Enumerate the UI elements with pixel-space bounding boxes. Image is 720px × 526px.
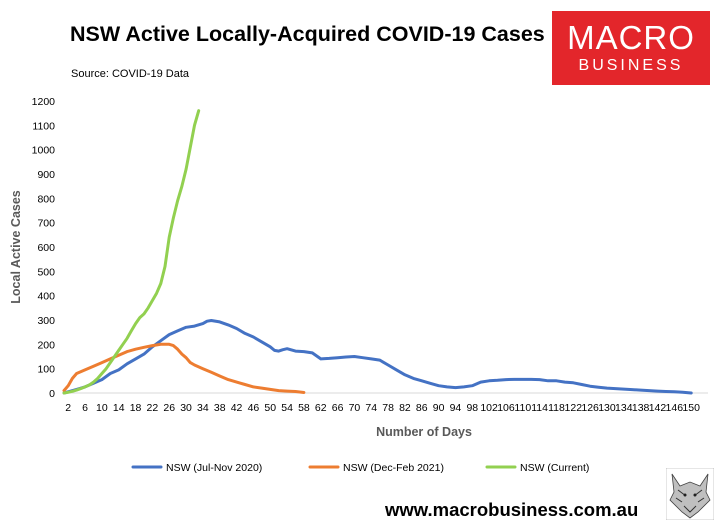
series-line-1 [62, 319, 693, 395]
y-tick-label: 0 [49, 388, 55, 400]
y-tick-label: 900 [37, 169, 55, 181]
series-line-2 [62, 342, 306, 394]
y-tick-label: 500 [37, 266, 55, 278]
x-axis-title: Number of Days [376, 425, 472, 439]
logo-line-1: MACRO [567, 19, 695, 56]
x-tick-label: 18 [130, 402, 142, 414]
chart-title: NSW Active Locally-Acquired COVID-19 Cas… [70, 22, 545, 46]
x-tick-label: 98 [466, 402, 478, 414]
x-tick-label: 46 [248, 402, 260, 414]
x-tick-label: 82 [399, 402, 411, 414]
x-tick-label: 42 [231, 402, 243, 414]
macrobusiness-logo: MACRO BUSINESS [552, 11, 710, 85]
y-tick-label: 800 [37, 193, 55, 205]
y-tick-label: 1000 [32, 145, 56, 157]
x-tick-label: 94 [450, 402, 462, 414]
x-tick-label: 22 [147, 402, 159, 414]
x-tick-label: 126 [581, 402, 599, 414]
x-tick-label: 66 [332, 402, 344, 414]
series-line-3 [62, 109, 201, 395]
x-tick-label: 54 [281, 402, 293, 414]
legend-label-2: NSW (Dec-Feb 2021) [343, 462, 444, 474]
x-axis-ticks: 2 6 10 14 18 22 26 30 34 38 42 46 50 54 58 62 66 70 74 78 82… [65, 402, 700, 414]
x-tick-label: 62 [315, 402, 327, 414]
x-tick-label: 134 [615, 402, 633, 414]
x-tick-label: 110 [514, 402, 531, 414]
x-tick-label: 90 [433, 402, 445, 414]
x-tick-label: 10 [96, 402, 108, 414]
legend-label-3: NSW (Current) [520, 462, 589, 474]
x-tick-label: 142 [649, 402, 667, 414]
y-tick-label: 1100 [32, 120, 55, 132]
x-tick-label: 106 [497, 402, 515, 414]
y-tick-label: 700 [37, 218, 55, 230]
y-tick-label: 200 [37, 339, 55, 351]
x-tick-label: 2 [65, 402, 71, 414]
y-axis-ticks: 0 100 200 300 400 500 600 700 800 900 1000 1100 1200 [32, 96, 56, 400]
website-url: www.macrobusiness.com.au [385, 499, 639, 520]
x-tick-label: 150 [682, 402, 700, 414]
y-axis-title: Local Active Cases [9, 190, 23, 304]
y-tick-label: 600 [37, 242, 55, 254]
y-tick-label: 300 [37, 315, 55, 327]
x-tick-label: 130 [598, 402, 616, 414]
x-tick-label: 38 [214, 402, 226, 414]
series-lines [62, 109, 693, 395]
y-tick-label: 400 [37, 291, 55, 303]
x-tick-label: 34 [197, 402, 209, 414]
x-tick-label: 14 [113, 402, 125, 414]
wolf-logo-icon [666, 468, 714, 520]
x-tick-label: 58 [298, 402, 310, 414]
x-tick-label: 50 [264, 402, 276, 414]
x-tick-label: 86 [416, 402, 428, 414]
x-tick-label: 146 [666, 402, 684, 414]
x-tick-label: 114 [531, 402, 548, 414]
x-tick-label: 74 [365, 402, 377, 414]
x-tick-label: 26 [163, 402, 175, 414]
x-tick-label: 70 [349, 402, 361, 414]
x-tick-label: 138 [632, 402, 650, 414]
x-tick-label: 6 [82, 402, 88, 414]
legend-label-1: NSW (Jul-Nov 2020) [166, 462, 262, 474]
x-tick-label: 78 [382, 402, 394, 414]
y-tick-label: 1200 [32, 96, 56, 108]
y-tick-label: 100 [37, 364, 55, 376]
x-tick-label: 122 [565, 402, 583, 414]
legend: NSW (Jul-Nov 2020) NSW (Dec-Feb 2021) NSW … [131, 462, 589, 474]
logo-line-2: BUSINESS [578, 57, 684, 74]
x-tick-label: 30 [180, 402, 192, 414]
x-tick-label: 102 [480, 402, 498, 414]
source-note: Source: COVID-19 Data [71, 68, 189, 80]
x-tick-label: 118 [548, 402, 565, 414]
